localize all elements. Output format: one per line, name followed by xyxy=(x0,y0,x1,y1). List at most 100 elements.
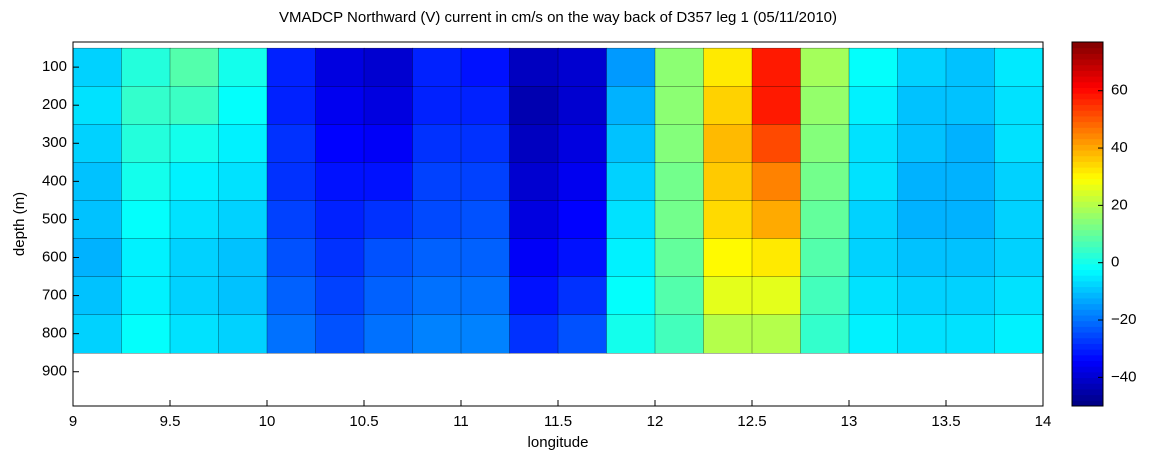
heat-cell xyxy=(169,47,220,87)
heat-cell xyxy=(218,86,268,125)
heat-cell xyxy=(315,47,365,87)
heat-cell xyxy=(169,162,220,202)
heat-cell xyxy=(800,314,850,354)
heat-cell xyxy=(72,314,123,354)
x-tick-label: 12 xyxy=(647,413,664,430)
x-tick-label: 13 xyxy=(841,413,858,430)
colorbar-tick-label: 60 xyxy=(1111,82,1128,99)
x-tick-label: 11.5 xyxy=(544,413,572,430)
heat-cell xyxy=(363,238,414,278)
heat-cell xyxy=(315,200,365,240)
heat-cell xyxy=(509,238,559,278)
heat-cell xyxy=(121,124,171,163)
heat-cell xyxy=(412,200,462,240)
heat-cell xyxy=(800,276,850,316)
colorbar-swatch xyxy=(1072,127,1103,134)
y-tick-label: 500 xyxy=(42,210,67,227)
colorbar-swatch xyxy=(1072,81,1103,88)
colorbar-swatch xyxy=(1072,150,1103,157)
colorbar-swatch xyxy=(1072,354,1103,361)
heat-cell xyxy=(945,238,996,278)
colorbar-swatch xyxy=(1072,144,1103,151)
y-tick-label: 900 xyxy=(42,363,67,380)
y-axis-label: depth (m) xyxy=(11,192,28,256)
colorbar-swatch xyxy=(1072,59,1103,66)
colorbar-swatch xyxy=(1072,212,1103,219)
heat-cell xyxy=(218,314,268,354)
heat-cell xyxy=(606,124,656,163)
heat-cell xyxy=(994,238,1044,278)
heat-cell xyxy=(266,238,317,278)
heat-cell xyxy=(606,86,656,125)
colorbar-swatch xyxy=(1072,87,1103,94)
heat-cell xyxy=(509,124,559,163)
heat-cell xyxy=(703,238,753,278)
heat-cell xyxy=(460,238,511,278)
heat-cell xyxy=(897,276,947,316)
heat-cell xyxy=(654,276,705,316)
heat-cell xyxy=(897,162,947,202)
heat-cell xyxy=(557,124,608,163)
colorbar-swatch xyxy=(1072,343,1103,350)
heat-cell xyxy=(751,124,802,163)
heat-cell xyxy=(848,314,899,354)
x-tick-label: 12.5 xyxy=(737,413,766,430)
colorbar-swatch xyxy=(1072,315,1103,322)
colorbar-swatch xyxy=(1072,121,1103,128)
heat-cell xyxy=(412,47,462,87)
heat-cell xyxy=(412,86,462,125)
heat-cell xyxy=(848,86,899,125)
heat-cell xyxy=(218,124,268,163)
colorbar-swatch xyxy=(1072,224,1103,231)
heat-cell xyxy=(654,238,705,278)
colorbar-swatch xyxy=(1072,252,1103,259)
colorbar-swatch xyxy=(1072,383,1103,390)
colorbar-swatch xyxy=(1072,246,1103,253)
colorbar-swatch xyxy=(1072,229,1103,236)
heat-cell xyxy=(800,47,850,87)
heat-cell xyxy=(994,124,1044,163)
y-tick-label: 300 xyxy=(42,134,67,151)
heat-cell xyxy=(848,162,899,202)
x-tick-label: 9.5 xyxy=(160,413,181,430)
heat-cell xyxy=(266,200,317,240)
heat-cell xyxy=(557,276,608,316)
heat-cell xyxy=(945,200,996,240)
colorbar-swatch xyxy=(1072,172,1103,179)
colorbar-swatch xyxy=(1072,309,1103,316)
heat-cell xyxy=(315,238,365,278)
heat-cell xyxy=(218,47,268,87)
heat-cell xyxy=(363,47,414,87)
colorbar-swatch xyxy=(1072,326,1103,333)
heat-cell xyxy=(412,276,462,316)
heat-cell xyxy=(218,200,268,240)
heat-cell xyxy=(994,162,1044,202)
colorbar-tick-label: −20 xyxy=(1111,311,1136,328)
heat-cell xyxy=(315,314,365,354)
heat-cell xyxy=(897,47,947,87)
heat-cell xyxy=(606,162,656,202)
colorbar-swatch xyxy=(1072,337,1103,344)
heat-cell xyxy=(72,162,123,202)
heat-cell xyxy=(121,314,171,354)
heat-cell xyxy=(751,314,802,354)
heat-cell xyxy=(121,47,171,87)
heat-cell xyxy=(654,47,705,87)
heat-cell xyxy=(703,162,753,202)
colorbar-swatch xyxy=(1072,258,1103,265)
heat-cell xyxy=(994,276,1044,316)
heat-cell xyxy=(509,86,559,125)
colorbar-swatch xyxy=(1072,371,1103,379)
colorbar-swatch xyxy=(1072,155,1103,162)
heat-cell xyxy=(703,276,753,316)
heat-cell xyxy=(72,200,123,240)
heat-cell xyxy=(218,276,268,316)
heat-cell xyxy=(557,314,608,354)
colorbar-swatch xyxy=(1072,184,1103,191)
heat-cell xyxy=(897,314,947,354)
colorbar-swatch xyxy=(1072,377,1103,384)
heat-cell xyxy=(266,47,317,87)
colorbar-swatch xyxy=(1072,218,1103,225)
colorbar-tick-label: 40 xyxy=(1111,139,1128,156)
colorbar-swatch xyxy=(1072,189,1103,197)
